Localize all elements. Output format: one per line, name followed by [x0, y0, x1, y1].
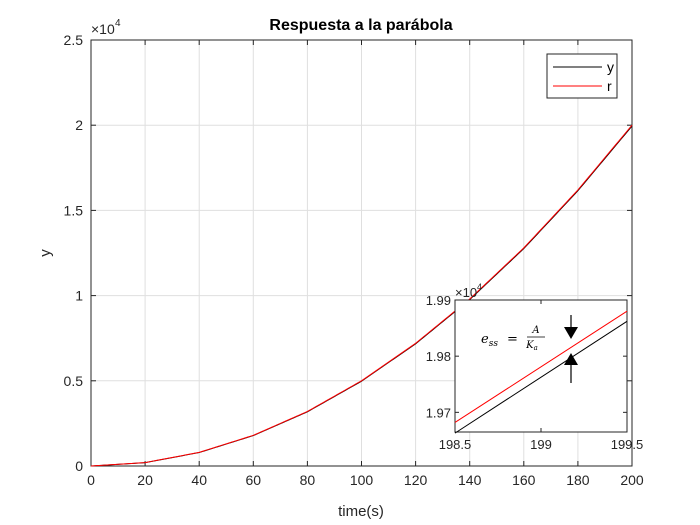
x-tick-label: 140: [458, 472, 482, 488]
inset-chart: ×10 4 198.5 199 199.5 1.97 1.98 1.99 ess = A …: [426, 282, 644, 452]
inset-y-tick-label: 1.98: [426, 349, 451, 364]
y-axis-label: y: [37, 249, 54, 257]
inset-series-line-y: [454, 320, 628, 434]
y-exponent-power: 4: [115, 18, 121, 29]
y-tick-label: 2.5: [64, 32, 84, 48]
x-tick-label: 160: [512, 472, 536, 488]
y-tick-label: 0: [75, 458, 83, 474]
x-tick-label: 40: [191, 472, 207, 488]
x-tick-label: 100: [350, 472, 374, 488]
x-tick-label: 80: [300, 472, 316, 488]
x-tick-label: 60: [246, 472, 262, 488]
inset-ticks: 198.5 199 199.5 1.97 1.98 1.99: [426, 293, 644, 452]
main-series: [90, 124, 633, 467]
arrow-up-head: [564, 353, 578, 365]
y-exponent-base: ×10: [91, 21, 115, 37]
x-axis-label: time(s): [338, 503, 384, 520]
legend-label-y: y: [607, 59, 614, 75]
legend-label-r: r: [607, 78, 612, 94]
inset-series: [454, 310, 628, 434]
y-tick-label: 0.5: [64, 373, 84, 389]
ess-denominator: Ka: [525, 340, 538, 352]
legend: y r: [546, 53, 618, 99]
steady-state-error-annotation: ess = A Ka: [481, 315, 578, 383]
y-tick-label: 1.5: [64, 202, 84, 218]
series-line-r: [90, 124, 633, 467]
inset-y-tick-label: 1.99: [426, 293, 451, 308]
ess-lhs: ess: [481, 332, 498, 349]
ess-equals: =: [507, 332, 518, 347]
inset-exponent-base: ×10: [455, 285, 477, 300]
y-tick-label: 2: [75, 117, 83, 133]
inset-series-line-r: [454, 310, 628, 423]
x-tick-label: 180: [566, 472, 590, 488]
inset-exponent-label: ×10 4: [455, 282, 482, 300]
x-tick-label: 120: [404, 472, 428, 488]
ess-numerator: A: [531, 325, 539, 336]
chart-title: Respuesta a la parábola: [269, 17, 452, 34]
inset-y-tick-label: 1.97: [426, 405, 451, 420]
arrow-down-head: [564, 327, 578, 339]
inset-x-tick-label: 199.5: [611, 437, 644, 452]
legend-box: [546, 53, 618, 99]
inset-x-tick-label: 199: [530, 437, 552, 452]
x-tick-label: 200: [620, 472, 644, 488]
inset-exponent-power: 4: [477, 282, 482, 292]
inset-x-tick-label: 198.5: [439, 437, 472, 452]
y-tick-label: 1: [75, 288, 83, 304]
x-tick-label: 20: [137, 472, 153, 488]
main-ticks: 0 20 40 60 80 100 120 140 160 180 200 0 0.5 1 1.5 2 2.5: [64, 32, 644, 488]
y-exponent-label: ×10 4: [91, 18, 121, 37]
x-tick-label: 0: [87, 472, 95, 488]
inset-axes-box: [454, 299, 628, 433]
